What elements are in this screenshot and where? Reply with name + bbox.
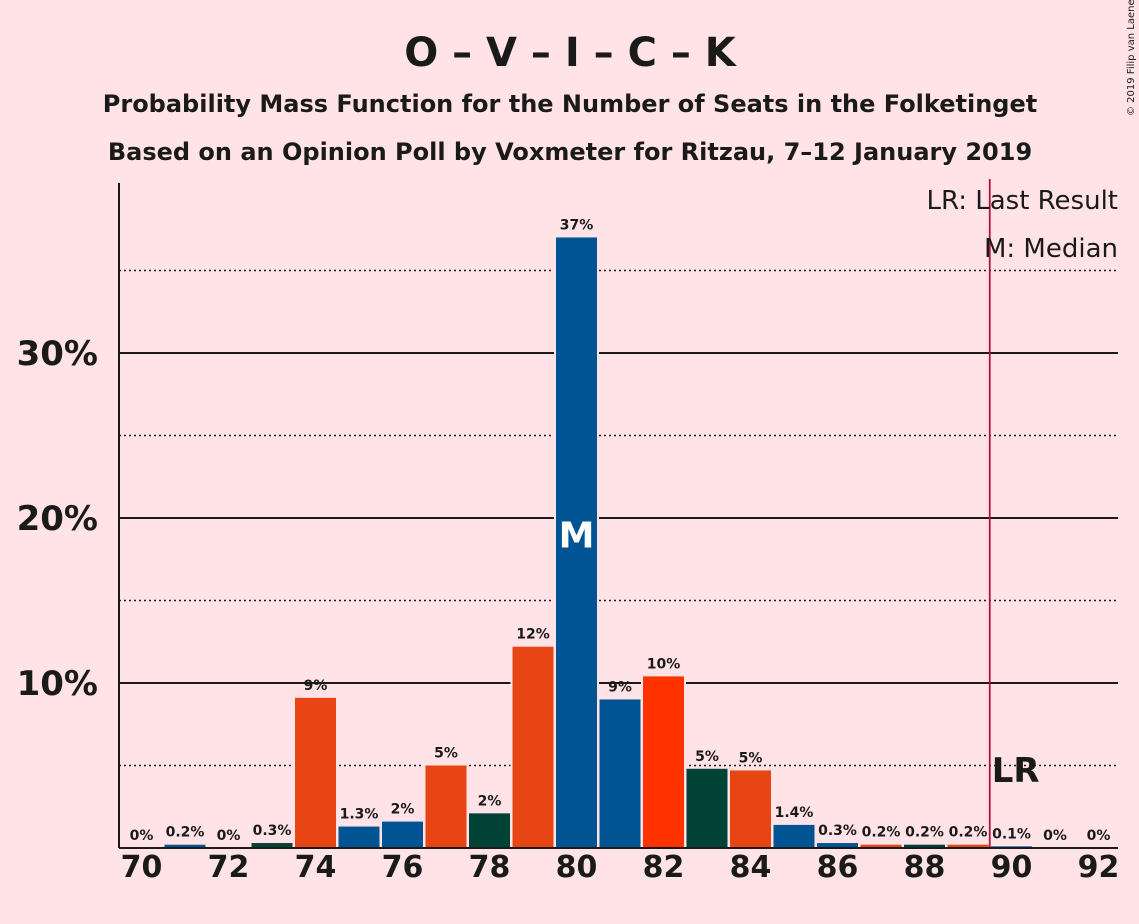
data-label-90: 0.1% (992, 826, 1031, 842)
data-label-79: 12% (516, 627, 550, 643)
x-tick-label: 76 (382, 850, 424, 885)
data-labels-group: 0% 0.2% 0% 0.3% 9% 1.3% 2% 5% 2% 12% 37% 9% 10% 5% 5% 1… (130, 217, 1111, 844)
bar-81 (599, 699, 641, 848)
chart-title: O – V – I – C – K (404, 30, 738, 76)
data-label-81: 9% (608, 679, 632, 695)
data-label-86: 0.3% (818, 823, 857, 839)
data-label-87: 0.2% (862, 825, 901, 841)
bar-86 (817, 843, 858, 848)
bar-77 (425, 765, 467, 848)
bar-75 (338, 826, 380, 848)
axes-group: 10% 20% 30% 70 72 74 76 78 80 82 84 86 88 90 92 (17, 179, 1120, 885)
x-tick-label: 82 (643, 850, 685, 885)
y-tick-label: 30% (17, 334, 98, 374)
bar-84 (730, 770, 771, 848)
data-label-78: 2% (478, 793, 502, 809)
x-tick-label: 78 (469, 850, 511, 885)
data-label-74: 9% (304, 678, 328, 694)
bar-73 (251, 843, 293, 848)
data-label-88: 0.2% (905, 825, 944, 841)
data-label-70: 0% (130, 828, 154, 844)
grid-lines (119, 269, 1118, 767)
data-label-91: 0% (1043, 828, 1067, 844)
bar-71 (164, 844, 206, 848)
data-label-77: 5% (434, 745, 458, 761)
data-label-85: 1.4% (775, 805, 814, 821)
bars-group (162, 235, 1034, 848)
chart-subtitle-1: Probability Mass Function for the Number… (103, 90, 1037, 118)
bar-halo-90 (989, 844, 1034, 848)
bar-83 (686, 768, 728, 848)
x-tick-label: 72 (208, 850, 250, 885)
x-tick-label: 92 (1078, 850, 1120, 885)
bar-85 (773, 824, 815, 848)
x-tick-label: 80 (556, 850, 598, 885)
data-label-75: 1.3% (340, 807, 379, 823)
x-tick-label: 88 (904, 850, 946, 885)
data-label-80: 37% (560, 217, 594, 233)
x-tick-label: 86 (817, 850, 859, 885)
legend-median: M: Median (984, 234, 1118, 264)
x-tick-label: 74 (295, 850, 337, 885)
median-marker: M (559, 516, 595, 557)
last-result-marker: LR (992, 751, 1040, 791)
data-label-83: 5% (695, 749, 719, 765)
bar-88 (904, 844, 945, 848)
x-tick-label: 84 (730, 850, 772, 885)
y-tick-label: 10% (17, 664, 98, 704)
bar-78 (469, 813, 510, 848)
bar-74 (295, 697, 336, 848)
bar-87 (860, 844, 902, 848)
chart-subtitle-2: Based on an Opinion Poll by Voxmeter for… (108, 138, 1032, 166)
data-label-84: 5% (739, 750, 763, 766)
data-label-89: 0.2% (949, 825, 988, 841)
data-label-82: 10% (647, 656, 681, 672)
bar-79 (512, 646, 554, 848)
legend-last-result: LR: Last Result (926, 186, 1118, 216)
data-label-71: 0.2% (166, 825, 205, 841)
data-label-76: 2% (391, 802, 415, 818)
bar-82 (643, 676, 684, 848)
bar-89 (947, 844, 989, 848)
data-label-92: 0% (1087, 828, 1111, 844)
data-label-72: 0% (217, 828, 241, 844)
bar-76 (382, 821, 423, 848)
copyright-text: © 2019 Filip van Laenen (1126, 0, 1137, 116)
x-tick-label: 70 (121, 850, 163, 885)
y-tick-label: 20% (17, 499, 98, 539)
data-label-73: 0.3% (253, 823, 292, 839)
bar-80 (556, 237, 597, 848)
x-tick-label: 90 (991, 850, 1033, 885)
